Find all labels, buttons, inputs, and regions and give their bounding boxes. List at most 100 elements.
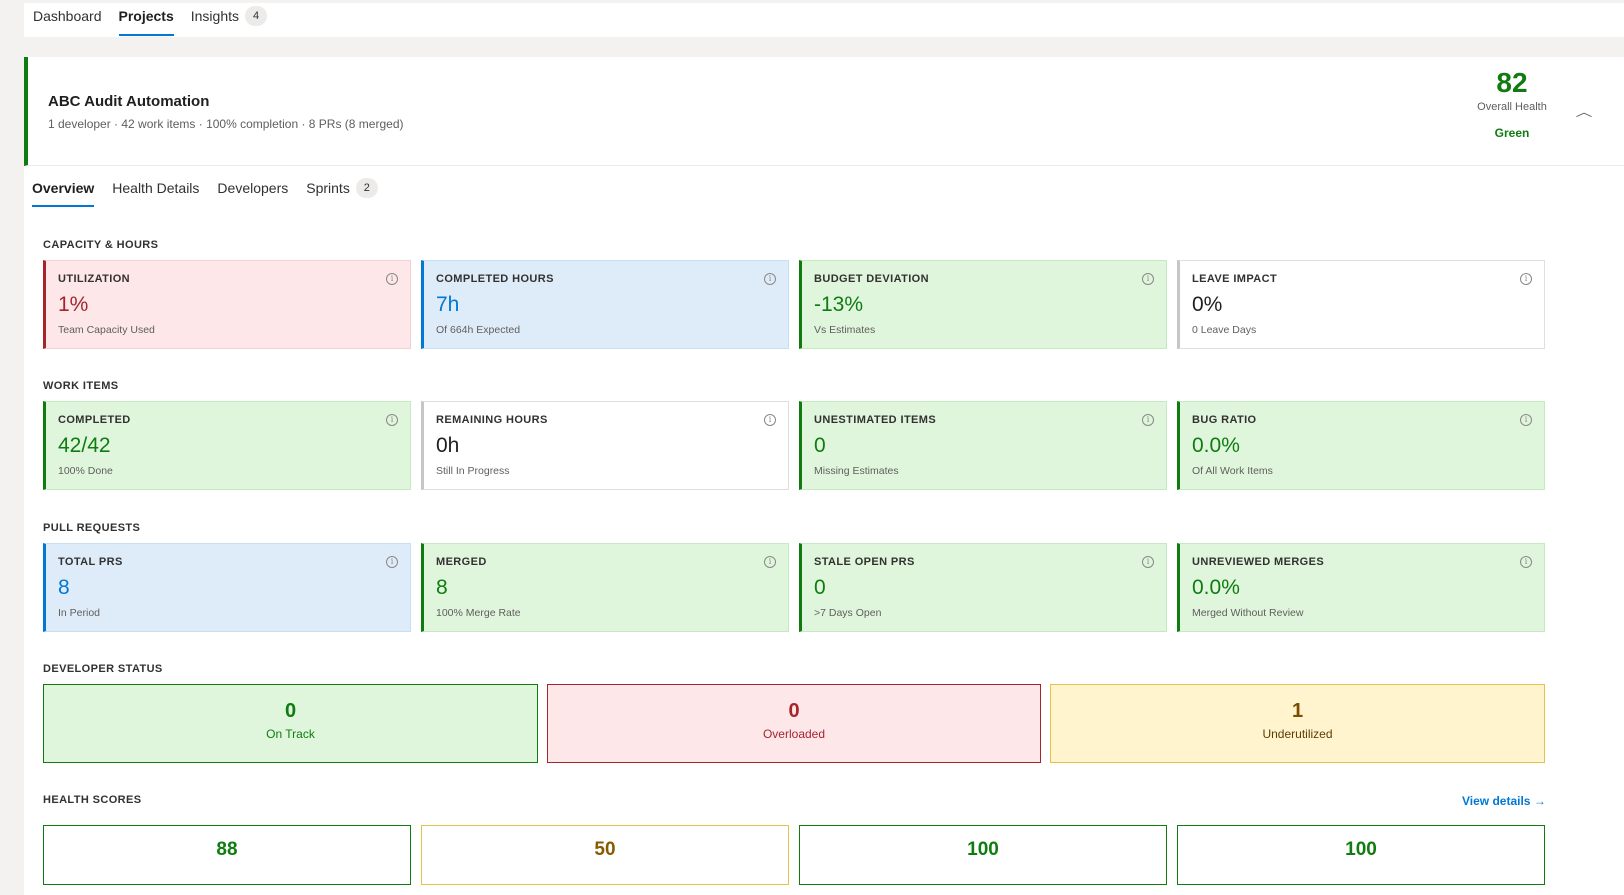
metric-value: -13%: [814, 293, 864, 316]
metric-title: COMPLETED HOURS: [436, 273, 554, 285]
overall-health: 82 Overall Health Green: [1468, 67, 1556, 140]
info-icon[interactable]: i: [1520, 556, 1532, 568]
dev-status-count: 0: [788, 700, 800, 722]
metric-value: 0.0%: [1192, 576, 1240, 599]
page-gutter: [0, 0, 24, 895]
metric-value: 7h: [436, 293, 460, 316]
tab-health-details[interactable]: Health Details: [112, 179, 200, 196]
dev-status-label: Overloaded: [762, 727, 826, 741]
metric-subtitle: Vs Estimates: [814, 324, 876, 336]
dev-status-underutilized: 1 Underutilized: [1050, 684, 1545, 763]
chevron-up-icon[interactable]: ︿: [1575, 105, 1593, 119]
metric-title: STALE OPEN PRS: [814, 556, 915, 568]
metric-subtitle: Merged Without Review: [1192, 607, 1304, 619]
metric-subtitle: Still In Progress: [436, 465, 510, 477]
metric-title: REMAINING HOURS: [436, 414, 548, 426]
tab-projects[interactable]: Projects: [118, 3, 175, 36]
section-title-pull-requests: PULL REQUESTS: [43, 522, 141, 534]
info-icon[interactable]: i: [1142, 414, 1154, 426]
top-nav: Dashboard Projects Insights 4: [24, 3, 1624, 37]
metric-subtitle: Team Capacity Used: [58, 324, 155, 336]
dev-status-label: On Track: [266, 727, 315, 741]
health-score-cards: 88 50 100 100: [43, 825, 1545, 885]
metric-subtitle: Of 664h Expected: [436, 324, 521, 336]
project-panel: ABC Audit Automation 1 developer · 42 wo…: [24, 57, 1624, 895]
metric-value: 8: [436, 576, 448, 599]
metric-card-remaining-hours: REMAINING HOURS 0h Still In Progress i: [421, 401, 789, 490]
metric-card-completed-hours: COMPLETED HOURS 7h Of 664h Expected i: [421, 260, 789, 349]
tab-insights[interactable]: Insights 4: [191, 3, 267, 36]
info-icon[interactable]: i: [764, 556, 776, 568]
metric-value: 0h: [436, 434, 460, 457]
info-icon[interactable]: i: [764, 273, 776, 285]
dev-status-overloaded: 0 Overloaded: [547, 684, 1041, 763]
developer-status-cards: 0 On Track 0 Overloaded 1 Underutilized: [43, 684, 1545, 763]
dev-status-count: 1: [1291, 700, 1304, 722]
metric-card-budget-deviation: BUDGET DEVIATION -13% Vs Estimates i: [799, 260, 1167, 349]
metric-card-completed: COMPLETED 42/42 100% Done i: [43, 401, 411, 490]
metric-value: 1%: [58, 293, 89, 316]
dev-status-count: 0: [284, 700, 297, 722]
metric-card-utilization: UTILIZATION 1% Team Capacity Used i: [43, 260, 411, 349]
project-title: ABC Audit Automation: [48, 93, 210, 110]
metric-card-total-prs: TOTAL PRS 8 In Period i: [43, 543, 411, 632]
overall-health-label: Overall Health: [1477, 101, 1547, 113]
health-score-card: 100: [799, 825, 1167, 885]
work-items-cards: COMPLETED 42/42 100% Done i REMAINING HO…: [43, 401, 1545, 490]
metric-value: 0: [814, 434, 826, 457]
metric-title: UNESTIMATED ITEMS: [814, 414, 937, 426]
metric-title: MERGED: [436, 556, 487, 568]
metric-value: 42/42: [58, 434, 111, 457]
metric-card-merged: MERGED 8 100% Merge Rate i: [421, 543, 789, 632]
metric-title: UTILIZATION: [58, 273, 131, 285]
sprints-count-badge: 2: [355, 177, 378, 198]
metric-subtitle: Of All Work Items: [1192, 465, 1273, 477]
section-title-developer-status: DEVELOPER STATUS: [43, 663, 163, 675]
metric-subtitle: 0 Leave Days: [1192, 324, 1257, 336]
insights-count-badge: 4: [245, 5, 267, 26]
metric-subtitle: >7 Days Open: [814, 607, 882, 619]
metric-title: BUDGET DEVIATION: [814, 273, 929, 285]
metric-title: LEAVE IMPACT: [1192, 273, 1278, 285]
project-header[interactable]: ABC Audit Automation 1 developer · 42 wo…: [24, 57, 1624, 166]
info-icon[interactable]: i: [386, 414, 398, 426]
section-title-health-scores: HEALTH SCORES: [43, 794, 142, 806]
metric-subtitle: In Period: [58, 607, 101, 619]
metric-card-stale-open-prs: STALE OPEN PRS 0 >7 Days Open i: [799, 543, 1167, 632]
dev-status-label: Underutilized: [1262, 727, 1333, 741]
metric-card-bug-ratio: BUG RATIO 0.0% Of All Work Items i: [1177, 401, 1545, 490]
info-icon[interactable]: i: [386, 273, 398, 285]
metric-title: TOTAL PRS: [58, 556, 123, 568]
info-icon[interactable]: i: [764, 414, 776, 426]
project-summary: 1 developer · 42 work items · 100% compl…: [48, 117, 404, 131]
metric-value: 0.0%: [1192, 434, 1240, 457]
section-title-work-items: WORK ITEMS: [43, 380, 119, 392]
info-icon[interactable]: i: [1520, 414, 1532, 426]
tab-dashboard[interactable]: Dashboard: [33, 7, 102, 24]
metric-subtitle: Missing Estimates: [814, 465, 899, 477]
metric-card-unreviewed-merges: UNREVIEWED MERGES 0.0% Merged Without Re…: [1177, 543, 1545, 632]
metric-value: 0%: [1192, 293, 1223, 316]
info-icon[interactable]: i: [1142, 556, 1154, 568]
overall-health-score: 82: [1496, 67, 1528, 98]
metric-value: 0: [814, 576, 826, 599]
info-icon[interactable]: i: [1520, 273, 1532, 285]
tab-sprints[interactable]: Sprints 2: [306, 168, 378, 207]
pull-request-cards: TOTAL PRS 8 In Period i MERGED 8 100% Me…: [43, 543, 1545, 632]
metric-title: UNREVIEWED MERGES: [1192, 556, 1325, 568]
metric-card-leave-impact: LEAVE IMPACT 0% 0 Leave Days i: [1177, 260, 1545, 349]
info-icon[interactable]: i: [386, 556, 398, 568]
health-score-card: 100: [1177, 825, 1545, 885]
info-icon[interactable]: i: [1142, 273, 1154, 285]
dev-status-on-track: 0 On Track: [43, 684, 538, 763]
section-title-capacity: CAPACITY & HOURS: [43, 239, 159, 251]
metric-card-unestimated-items: UNESTIMATED ITEMS 0 Missing Estimates i: [799, 401, 1167, 490]
tab-developers[interactable]: Developers: [217, 179, 289, 196]
metric-subtitle: 100% Done: [58, 465, 113, 477]
capacity-cards: UTILIZATION 1% Team Capacity Used i COMP…: [43, 260, 1545, 349]
metric-subtitle: 100% Merge Rate: [436, 607, 521, 619]
tab-overview[interactable]: Overview: [32, 168, 95, 207]
view-details-link[interactable]: View details →: [1462, 794, 1546, 808]
health-score-card: 50: [421, 825, 789, 885]
project-subtabs: Overview Health Details Developers Sprin…: [32, 168, 396, 209]
